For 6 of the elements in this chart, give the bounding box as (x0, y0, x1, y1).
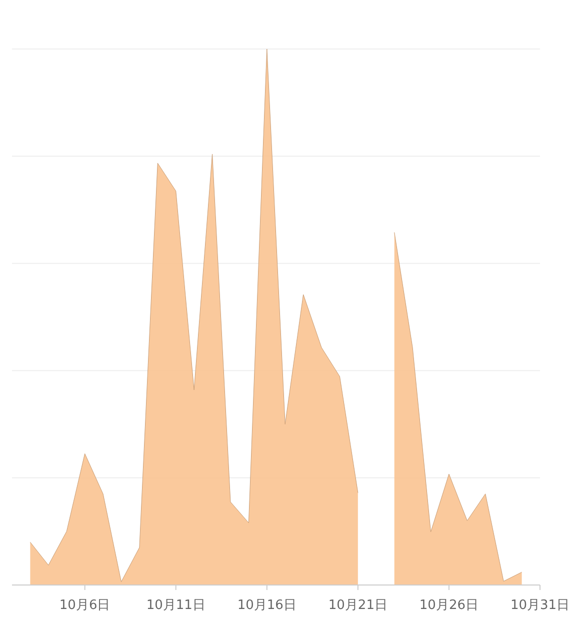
x-tick-label: 10月21日 (328, 598, 388, 613)
x-tick-label: 10月11日 (146, 598, 206, 613)
x-tick-label: 10月26日 (419, 598, 479, 613)
x-tick-label: 10月6日 (59, 598, 110, 613)
x-tick-label: 10月16日 (237, 598, 296, 613)
x-tick-label: 10月31日 (510, 598, 570, 613)
